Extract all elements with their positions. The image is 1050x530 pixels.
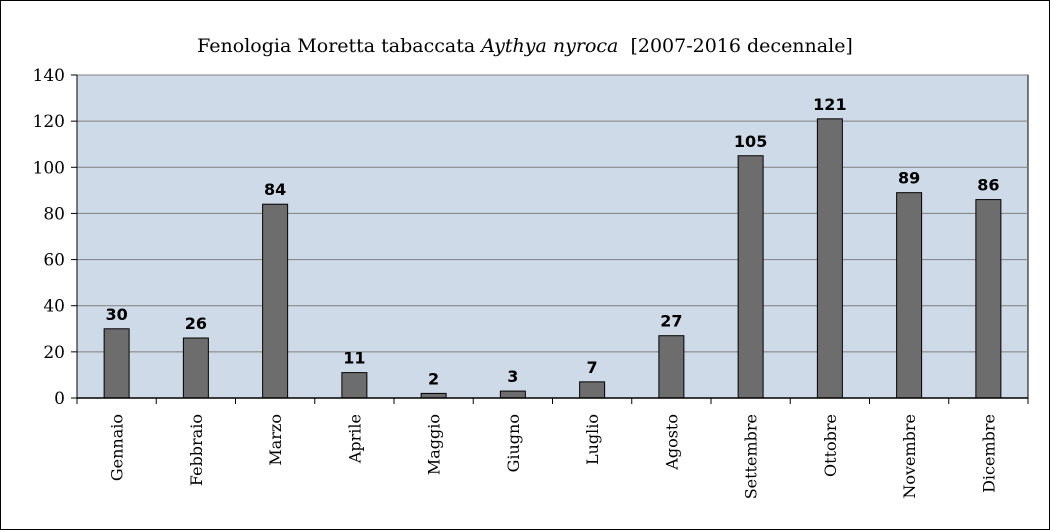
chart-title-main: Fenologia Moretta tabaccata xyxy=(197,35,481,57)
bar xyxy=(896,192,923,399)
data-label: 11 xyxy=(343,349,365,368)
y-tick-label: 60 xyxy=(43,251,65,271)
data-label: 105 xyxy=(734,132,767,151)
data-label: 2 xyxy=(428,369,439,388)
data-label: 84 xyxy=(264,180,286,199)
chart-title-species: Aythya nyroca xyxy=(479,35,618,57)
x-tick-label: Agosto xyxy=(662,414,681,471)
data-label: 30 xyxy=(105,305,127,324)
bar xyxy=(579,381,606,399)
y-tick-label: 20 xyxy=(43,343,65,363)
x-tick-label: Giugno xyxy=(504,414,523,472)
data-label: 86 xyxy=(977,176,999,195)
axes: 0 20 40 60 80 100 120 140 Gennaio Febbraio Marzo Ap… xyxy=(33,66,1029,499)
x-tick-label: Gennaio xyxy=(108,414,127,481)
data-label: 7 xyxy=(587,358,598,377)
y-tick-label: 40 xyxy=(43,297,65,317)
data-label: 3 xyxy=(507,367,518,386)
bar xyxy=(975,199,1002,399)
x-tick-label: Luglio xyxy=(583,414,602,465)
y-tick-label: 100 xyxy=(33,158,65,178)
x-tick-label: Ottobre xyxy=(821,414,840,477)
bar xyxy=(341,372,368,399)
bar xyxy=(737,155,764,399)
bar xyxy=(103,328,130,399)
y-tick-label: 140 xyxy=(33,66,65,86)
bar xyxy=(658,335,685,399)
bar xyxy=(182,337,209,399)
x-tick-label: Febbraio xyxy=(187,414,206,486)
y-tick-label: 80 xyxy=(43,204,65,224)
x-tick-label: Settembre xyxy=(742,414,761,499)
bars: 30 26 84 11 2 3 7 27 105 121 89 86 xyxy=(103,95,1002,399)
bar xyxy=(816,118,843,399)
data-label: 26 xyxy=(185,314,207,333)
x-tick-label: Aprile xyxy=(345,414,364,464)
chart-title: Fenologia Moretta tabaccata Aythya nyroc… xyxy=(197,35,853,57)
x-tick-label: Dicembre xyxy=(979,414,998,493)
data-label: 89 xyxy=(898,169,920,188)
data-label: 121 xyxy=(813,95,846,114)
bar xyxy=(499,390,526,399)
y-tick-label: 0 xyxy=(54,389,65,409)
bar xyxy=(262,203,289,399)
data-label: 27 xyxy=(660,312,682,331)
x-tick-label: Marzo xyxy=(266,414,285,466)
plot-area xyxy=(76,74,1029,399)
x-tick-label: Novembre xyxy=(900,414,919,499)
gridlines xyxy=(77,74,1028,353)
y-tick-label: 120 xyxy=(33,112,65,132)
chart-title-period: [2007-2016 decennale] xyxy=(618,35,853,57)
x-tick-label: Maggio xyxy=(425,414,444,475)
